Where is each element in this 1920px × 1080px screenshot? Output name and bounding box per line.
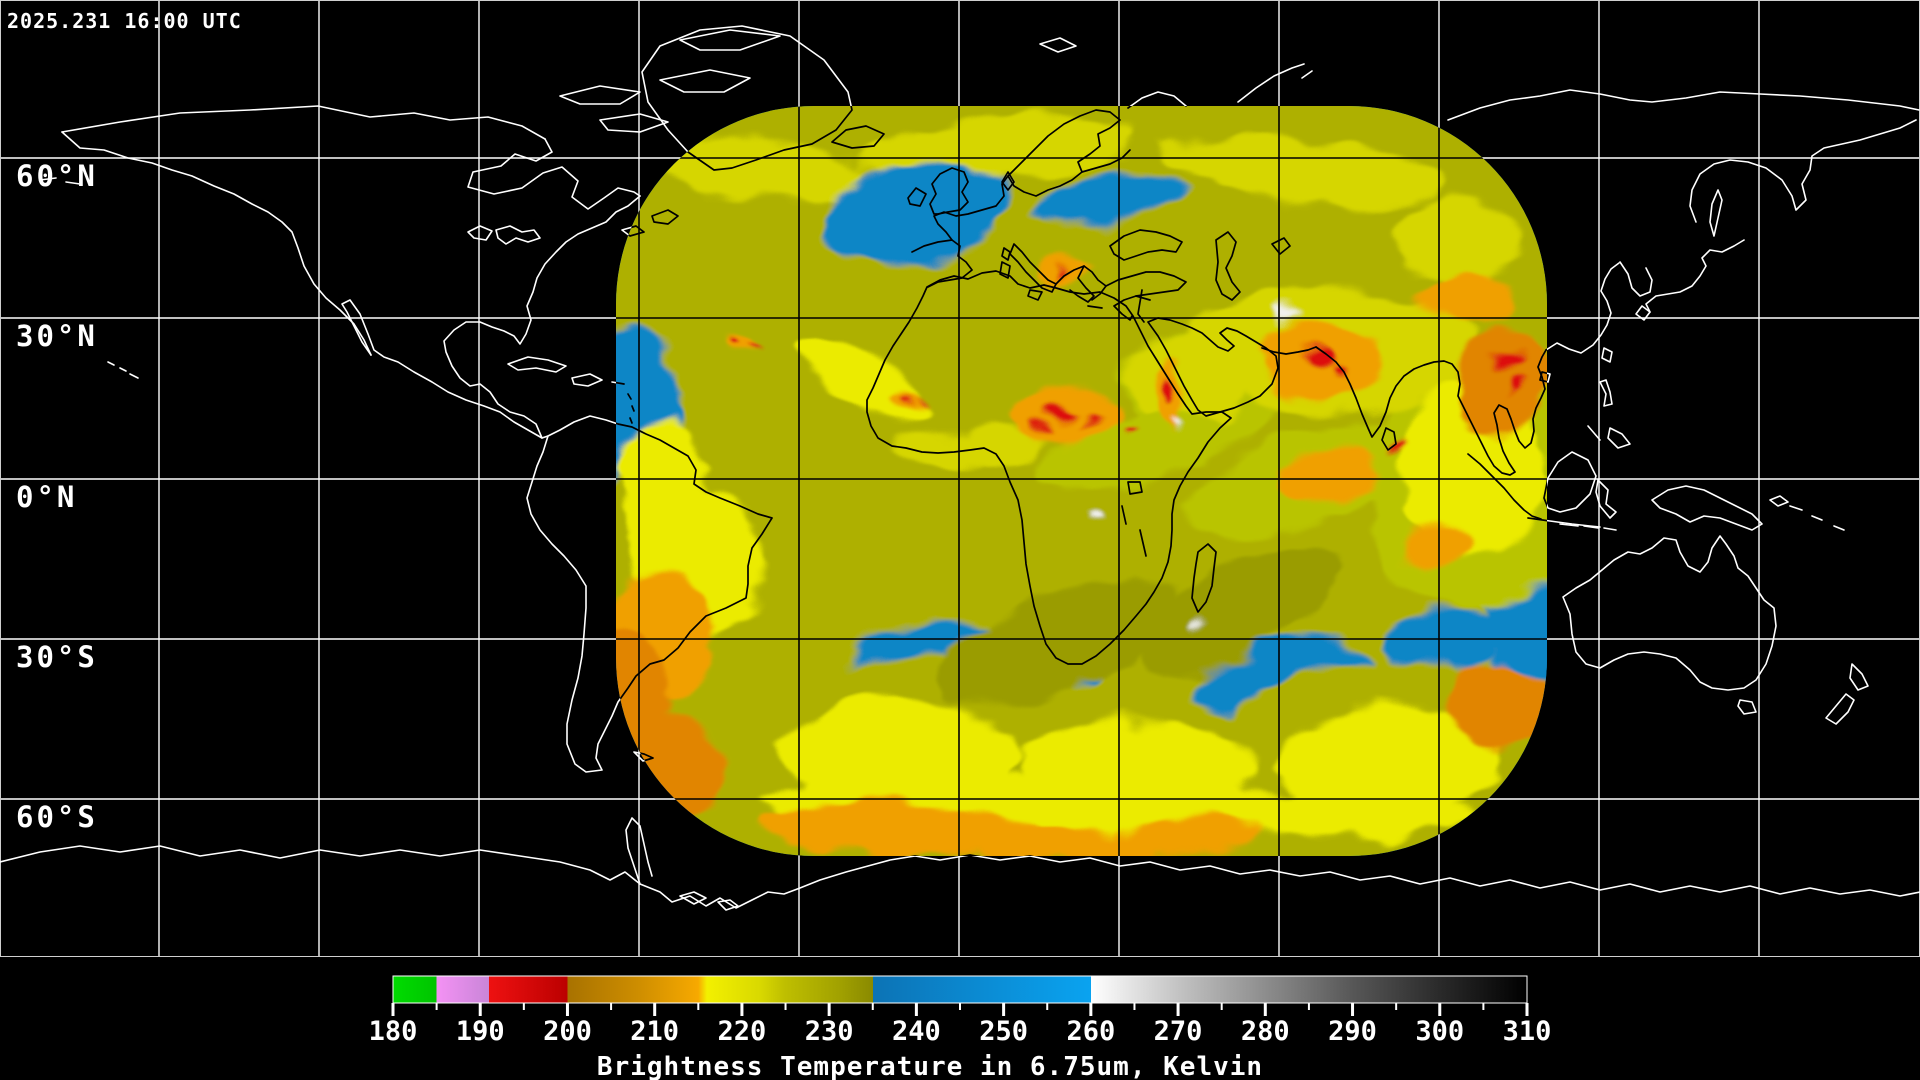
lat-label-60°S: 60°S — [16, 800, 98, 834]
colorbar-ticks — [391, 1003, 1529, 1016]
lat-label-30°S: 30°S — [16, 640, 98, 674]
lat-label-60°N: 60°N — [16, 159, 98, 193]
graticule-inside — [616, 106, 1547, 856]
lat-label-0°N: 0°N — [16, 480, 77, 514]
colorbar-label-290: 290 — [1328, 1016, 1377, 1047]
colorbar-label-270: 270 — [1154, 1016, 1203, 1047]
colorbar-caption: Brightness Temperature in 6.75um, Kelvin — [597, 1052, 1263, 1080]
colorbar-label-220: 220 — [718, 1016, 767, 1047]
colorbar-label-250: 250 — [979, 1016, 1028, 1047]
colorbar-label-200: 200 — [543, 1016, 592, 1047]
colorbar-tick-labels: 180 190 200 210 220 230 240 250 260 270 280 290 300 3… — [369, 1016, 1552, 1047]
colorbar-label-240: 240 — [892, 1016, 941, 1047]
colorbar-label-190: 190 — [456, 1016, 505, 1047]
swath-cloud-field — [616, 106, 1547, 856]
colorbar-label-230: 230 — [805, 1016, 854, 1047]
colorbar: 180 190 200 210 220 230 240 250 260 270 280 290 300 3… — [369, 975, 1552, 1080]
colorbar-label-260: 260 — [1066, 1016, 1115, 1047]
latitude-labels: 60°N 30°N 0°N 30°S 60°S — [16, 159, 98, 834]
colorbar-label-310: 310 — [1503, 1016, 1552, 1047]
timestamp: 2025.231 16:00 UTC — [7, 9, 242, 33]
colorbar-gradient-bar — [392, 975, 1528, 1004]
colorbar-label-180: 180 — [369, 1016, 418, 1047]
colorbar-label-280: 280 — [1241, 1016, 1290, 1047]
lat-label-30°N: 30°N — [16, 319, 98, 353]
colorbar-label-210: 210 — [630, 1016, 679, 1047]
colorbar-label-300: 300 — [1415, 1016, 1464, 1047]
